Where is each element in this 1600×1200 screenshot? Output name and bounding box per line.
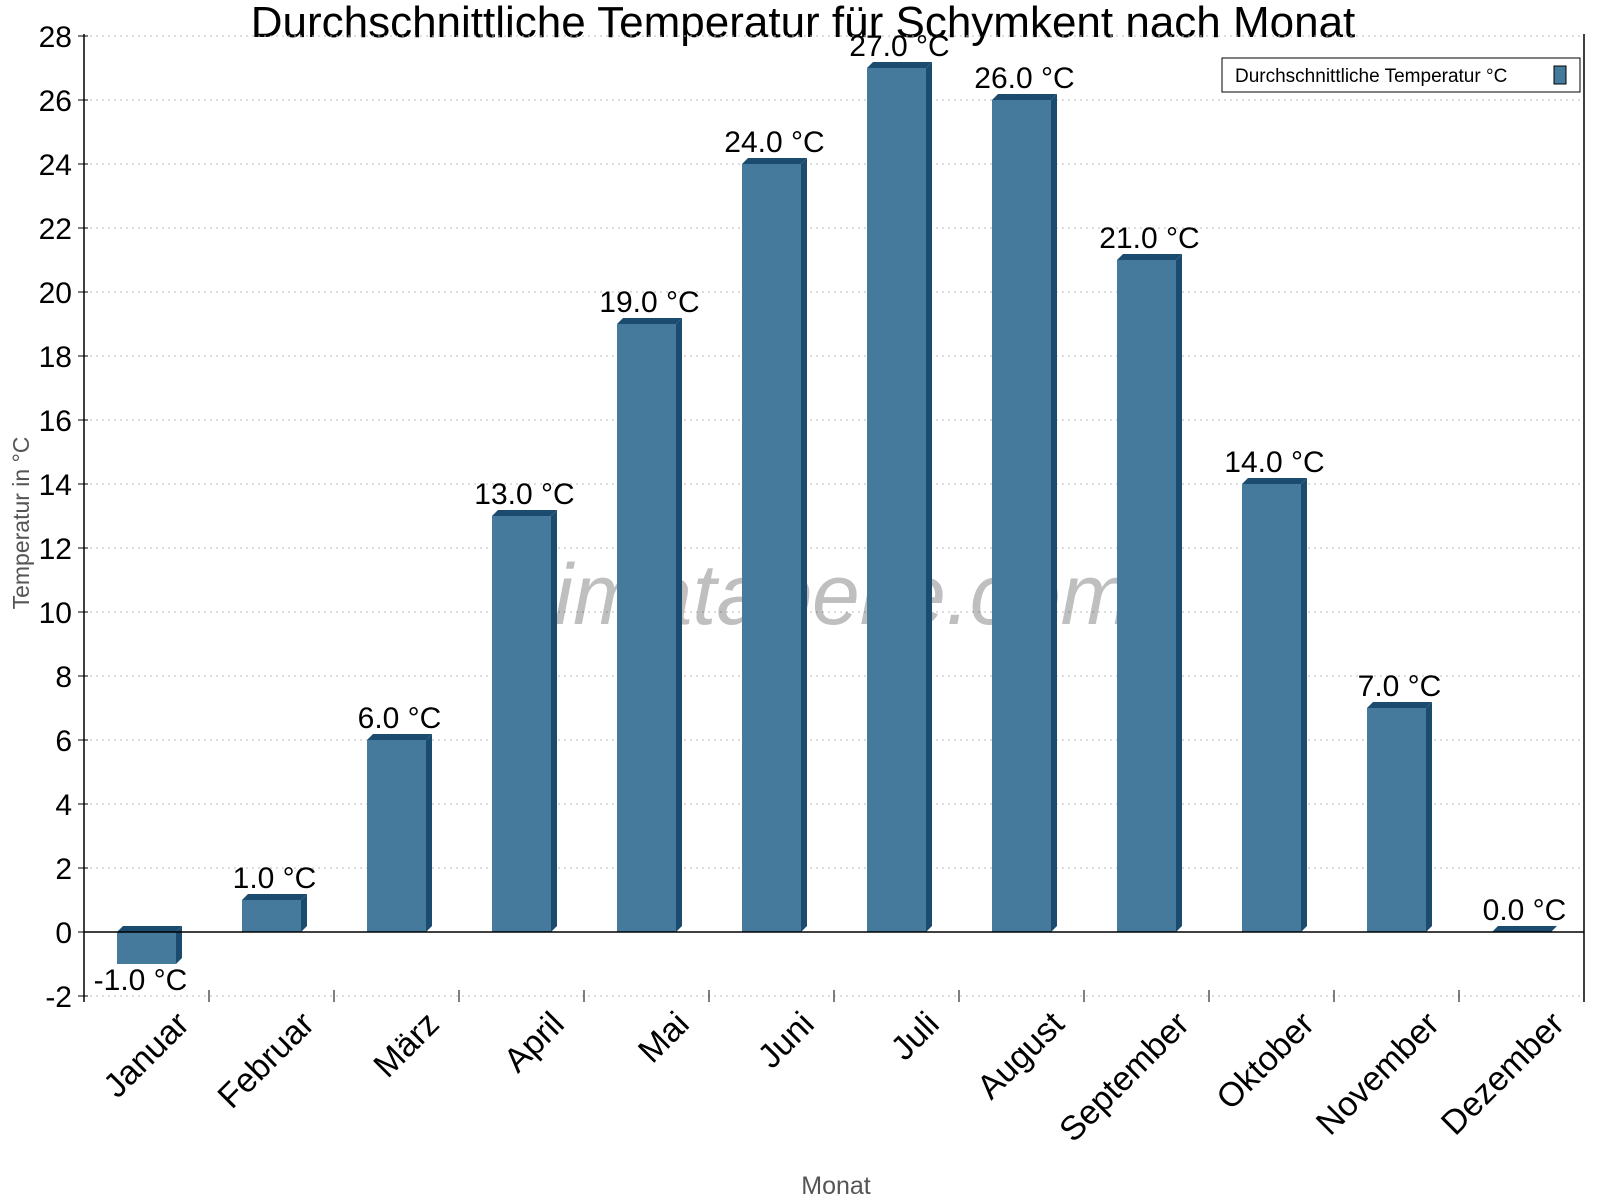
data-label: 0.0 °C: [1483, 894, 1567, 927]
bar-mai: [617, 318, 682, 932]
legend-label: Durchschnittliche Temperatur °C: [1235, 66, 1507, 87]
x-tick-label: Oktober: [1209, 1005, 1321, 1117]
x-tick-label: April: [497, 1005, 572, 1080]
bar-top: [867, 62, 932, 68]
bar: [117, 932, 176, 964]
y-tick-label: 6: [55, 725, 72, 758]
bar-top: [1117, 254, 1182, 260]
bar-top: [367, 734, 432, 740]
bar-top: [1492, 926, 1557, 932]
x-tick-label: Juli: [884, 1005, 947, 1068]
data-label: 21.0 °C: [1099, 222, 1199, 255]
bar-top: [242, 894, 307, 900]
x-tick-label: September: [1052, 1005, 1196, 1149]
bar-januar: [117, 926, 182, 964]
bar: [1117, 260, 1176, 932]
y-tick-label: 16: [39, 405, 72, 438]
x-tick-label: Mai: [631, 1005, 697, 1071]
bar-side: [426, 734, 432, 932]
y-tick-label: 12: [39, 533, 72, 566]
x-tick-label: Juni: [751, 1005, 822, 1076]
bar: [492, 516, 551, 932]
legend: Durchschnittliche Temperatur °C: [1221, 57, 1581, 93]
legend-box: [1221, 57, 1581, 93]
bar: [1242, 484, 1301, 932]
x-tick-label: März: [366, 1005, 446, 1085]
bar-side: [1176, 254, 1182, 932]
bar-top: [992, 94, 1057, 100]
data-label: 14.0 °C: [1224, 446, 1324, 479]
bar-juni: [742, 158, 807, 932]
bar-top: [117, 926, 182, 932]
y-tick-label: 0: [55, 917, 72, 950]
data-label: 1.0 °C: [233, 862, 317, 895]
bar-august: [992, 94, 1057, 932]
x-tick-label: August: [970, 1004, 1072, 1106]
data-label: 19.0 °C: [599, 286, 699, 319]
y-tick-label: -2: [45, 981, 72, 1014]
bar: [867, 68, 926, 932]
bar-oktober: [1242, 478, 1307, 932]
y-tick-label: 10: [39, 597, 72, 630]
y-tick-label: 4: [55, 789, 72, 822]
x-axis-label: Monat: [801, 1172, 871, 1200]
bar: [367, 740, 426, 932]
bar-februar: [242, 894, 307, 932]
bar-juli: [867, 62, 932, 932]
y-tick-label: 26: [39, 85, 72, 118]
y-tick-label: 8: [55, 661, 72, 694]
chart-title: Durchschnittliche Temperatur für Schymke…: [251, 0, 1356, 47]
x-tick-label: Januar: [96, 1005, 196, 1105]
bar-side: [1301, 478, 1307, 932]
bar-top: [1367, 702, 1432, 708]
y-tick-label: 24: [39, 149, 72, 182]
bar-side: [551, 510, 557, 932]
legend-swatch: [1553, 65, 1567, 85]
bar-side: [801, 158, 807, 932]
bar-november: [1367, 702, 1432, 932]
y-tick-label: 28: [39, 21, 72, 54]
bar-side: [301, 894, 307, 932]
data-label: 24.0 °C: [724, 126, 824, 159]
bar-september: [1117, 254, 1182, 932]
y-tick-label: 14: [39, 469, 72, 502]
y-tick-label: 22: [39, 213, 72, 246]
x-tick-label: Dezember: [1434, 1005, 1572, 1143]
data-label: 26.0 °C: [974, 62, 1074, 95]
data-label: -1.0 °C: [94, 964, 188, 997]
bar-top: [742, 158, 807, 164]
bar: [742, 164, 801, 932]
data-labels: -1.0 °C 1.0 °C 6.0 °C 13.0 °C 19.0 °C 24.0 °C…: [94, 30, 1567, 997]
bar-top: [492, 510, 557, 516]
bar-side: [1426, 702, 1432, 932]
bar-top: [1242, 478, 1307, 484]
grid: [84, 35, 1584, 997]
data-label: 13.0 °C: [474, 478, 574, 511]
bar-side: [1051, 94, 1057, 932]
bar: [617, 324, 676, 932]
data-label: 6.0 °C: [358, 702, 442, 735]
y-tick-label: 20: [39, 277, 72, 310]
data-label: 7.0 °C: [1358, 670, 1442, 703]
y-tick-label: 18: [39, 341, 72, 374]
bar: [242, 900, 301, 932]
x-tick-label: November: [1309, 1005, 1447, 1143]
bar-april: [492, 510, 557, 932]
bar-top: [617, 318, 682, 324]
bar-side: [676, 318, 682, 932]
y-tick-label: 2: [55, 853, 72, 886]
bar: [992, 100, 1051, 932]
bar-side: [176, 926, 182, 964]
y-axis-label: Temperatur in °C: [8, 437, 34, 610]
bars: [117, 62, 1557, 964]
bar: [1367, 708, 1426, 932]
data-label: 27.0 °C: [849, 30, 949, 63]
x-tick-label: Februar: [211, 1005, 322, 1116]
bar-märz: [367, 734, 432, 932]
bar-side: [926, 62, 932, 932]
